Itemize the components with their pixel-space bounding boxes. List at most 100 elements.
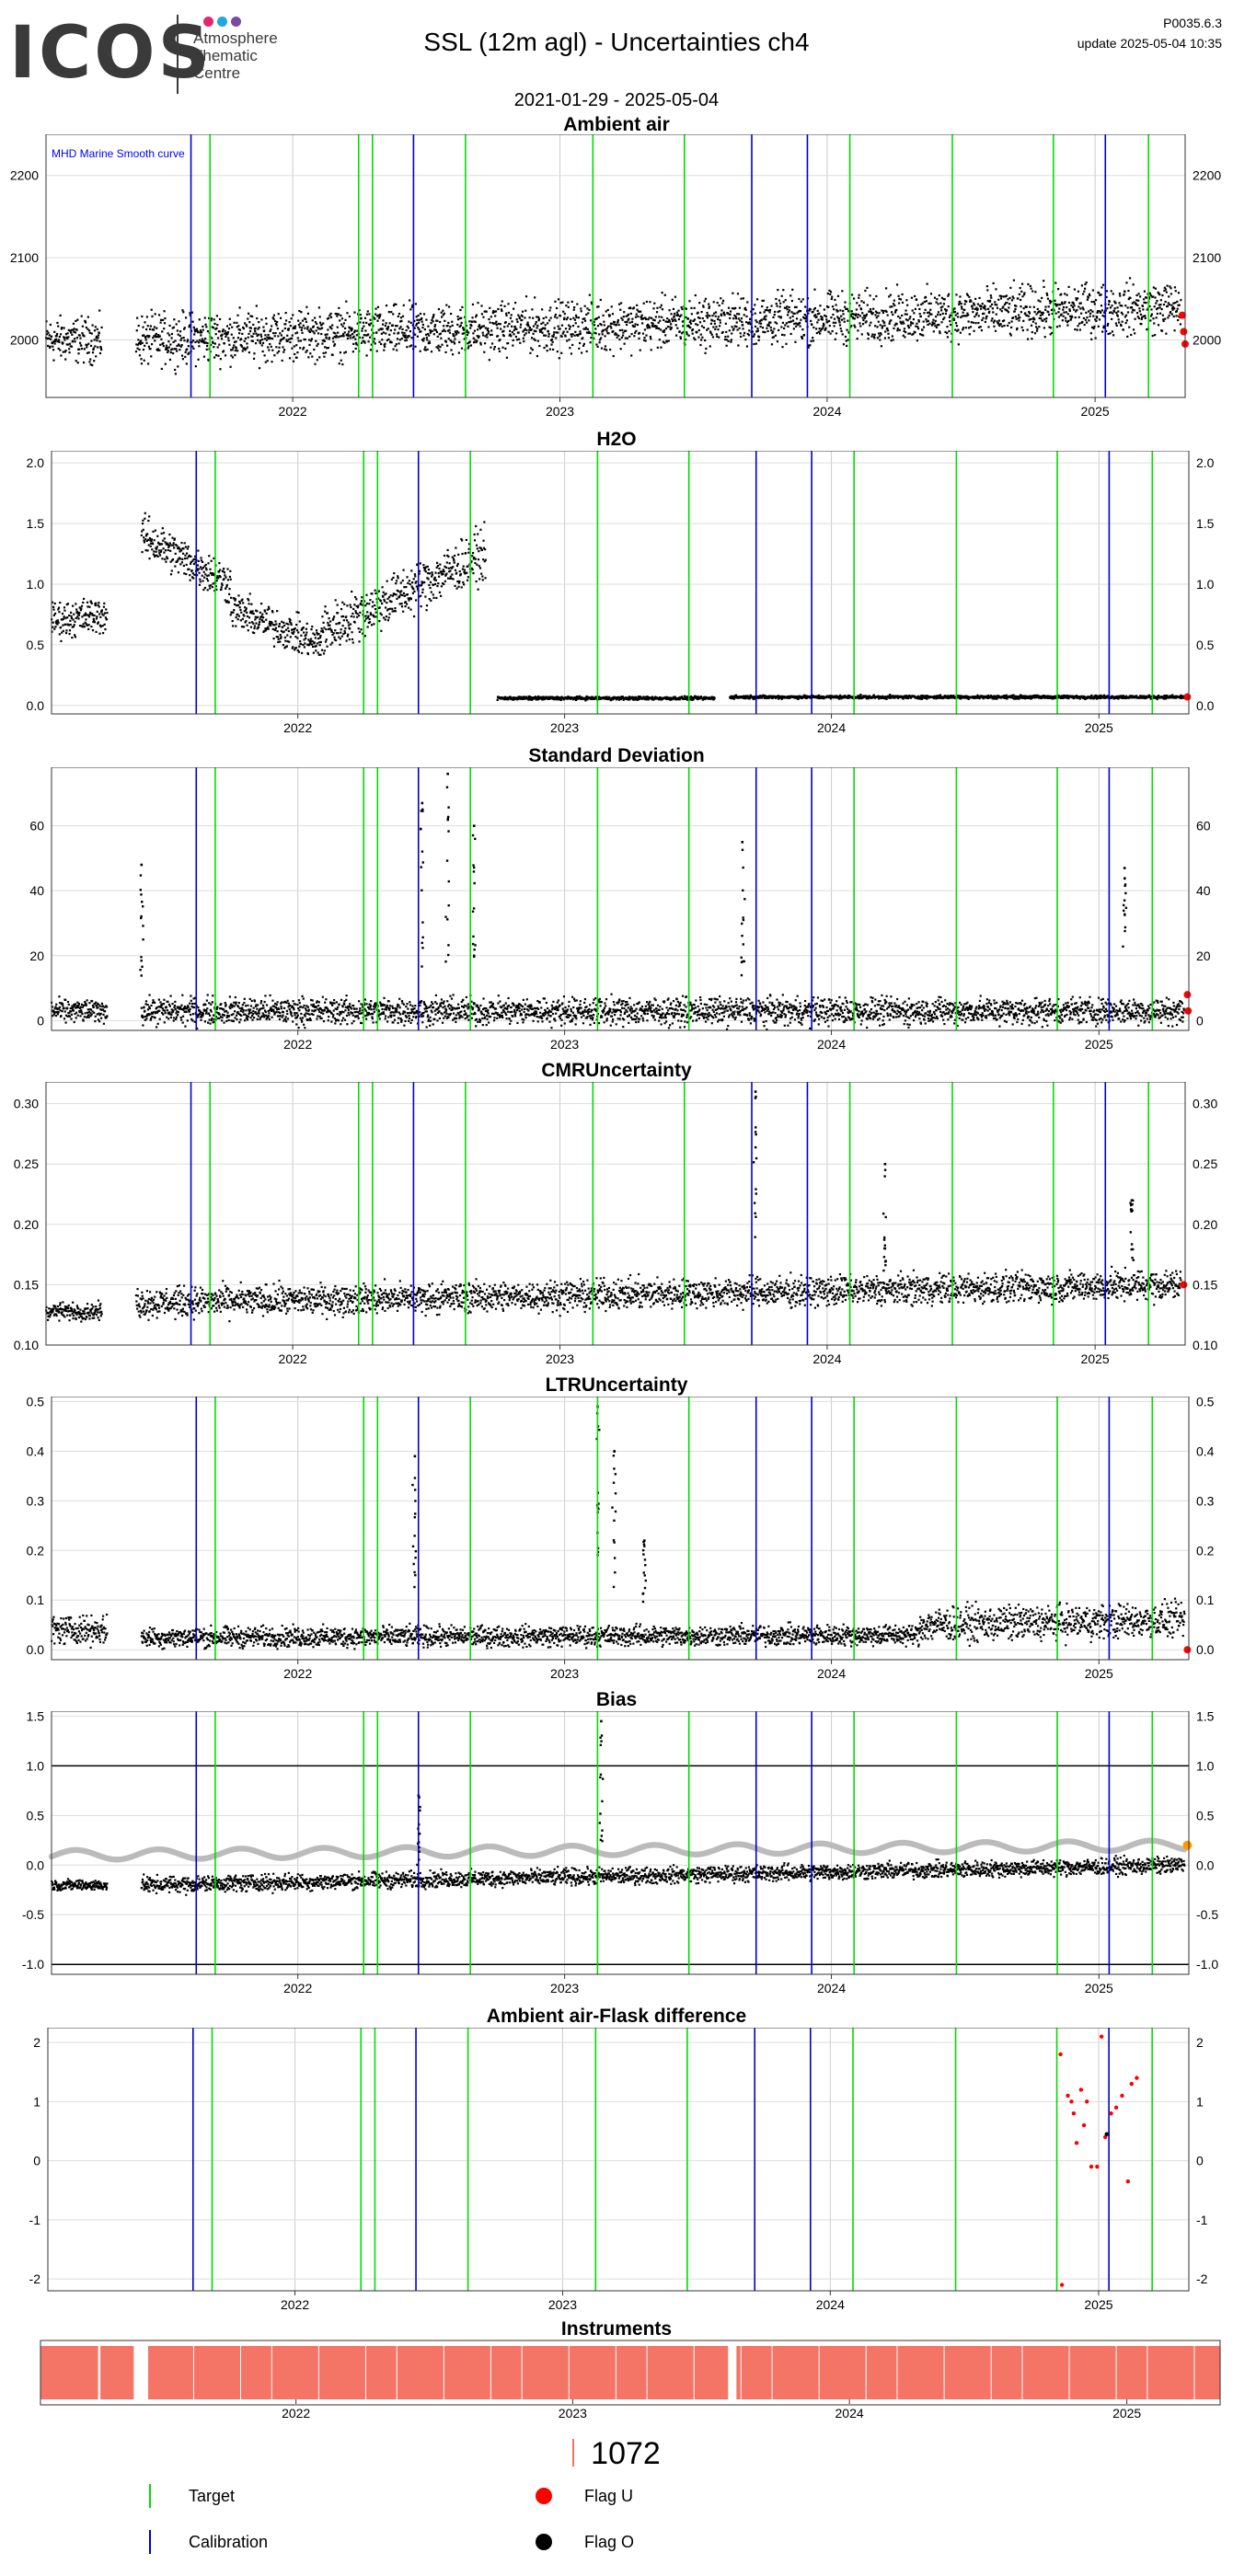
data-point [254, 342, 258, 345]
data-point [861, 316, 864, 319]
data-point [716, 317, 720, 321]
data-point [801, 298, 804, 301]
data-point [271, 610, 274, 613]
data-point [587, 330, 591, 333]
data-point [690, 313, 693, 316]
data-point [1092, 315, 1095, 317]
data-point [912, 332, 915, 336]
data-point [447, 305, 451, 308]
data-point [306, 643, 309, 646]
data-point [219, 575, 222, 579]
data-point [908, 317, 911, 320]
data-point [824, 314, 826, 316]
data-point [938, 294, 940, 297]
data-point [905, 318, 908, 321]
data-point [251, 621, 254, 624]
data-point [100, 326, 103, 329]
data-point [838, 324, 842, 327]
data-point [772, 696, 775, 699]
data-point [895, 283, 899, 286]
data-point [247, 312, 250, 315]
data-point [432, 314, 435, 316]
data-point [865, 315, 868, 317]
data-point [502, 334, 505, 338]
data-point [1073, 308, 1076, 311]
data-point [467, 331, 470, 334]
data-point [583, 305, 586, 307]
data-point [174, 565, 177, 568]
data-point [772, 316, 775, 319]
data-point [1105, 290, 1109, 293]
data-point [182, 336, 185, 339]
data-point [1117, 321, 1121, 324]
data-point [224, 332, 226, 335]
data-point [513, 325, 516, 328]
data-point [977, 321, 980, 325]
data-point [534, 339, 536, 341]
data-point [936, 298, 939, 301]
data-point [351, 328, 353, 330]
data-point [767, 323, 770, 326]
data-point [458, 569, 461, 573]
data-point [304, 327, 306, 329]
data-point [549, 306, 552, 309]
data-point [997, 321, 999, 325]
data-point [415, 316, 418, 318]
data-point [331, 618, 335, 621]
data-point [479, 528, 482, 531]
data-point [786, 314, 789, 316]
data-point [241, 598, 244, 601]
data-point [274, 322, 278, 326]
data-point [382, 331, 385, 334]
data-point [1102, 325, 1105, 328]
data-point [210, 572, 213, 575]
data-point [781, 346, 784, 349]
data-point [1114, 302, 1117, 305]
y-tick-label-right: 1.0 [1196, 577, 1215, 592]
data-point [426, 577, 429, 580]
data-point [427, 568, 431, 571]
data-point [377, 597, 380, 600]
data-point [761, 696, 764, 699]
data-point [870, 310, 872, 313]
data-point [1069, 315, 1072, 317]
data-point [562, 696, 565, 699]
data-point [780, 697, 783, 700]
data-point [804, 320, 808, 323]
data-point [407, 327, 410, 329]
data-point [317, 632, 320, 636]
data-point [969, 300, 972, 303]
data-point [573, 306, 576, 309]
data-point [875, 316, 878, 319]
data-point [191, 559, 194, 562]
data-point [527, 325, 530, 328]
data-point [729, 316, 732, 319]
data-point [363, 341, 366, 344]
data-point [255, 305, 258, 307]
data-point [1123, 293, 1125, 296]
data-point [1072, 301, 1075, 305]
data-point [253, 625, 257, 627]
data-point [690, 696, 693, 699]
data-point [415, 585, 418, 588]
data-point [1016, 328, 1019, 331]
data-point [939, 314, 942, 316]
data-point [152, 328, 156, 331]
data-point [173, 537, 177, 540]
data-point [290, 317, 293, 320]
data-point [219, 569, 222, 571]
data-point [892, 303, 895, 305]
data-point [172, 542, 175, 545]
data-point [264, 361, 267, 363]
y-tick-label-right: 2000 [1193, 332, 1221, 347]
data-point [86, 346, 88, 349]
data-point [610, 327, 613, 329]
data-point [1037, 299, 1040, 302]
data-point [796, 312, 799, 315]
data-point [52, 349, 55, 351]
data-point [360, 316, 363, 319]
data-point [1088, 319, 1090, 322]
data-point [1023, 292, 1026, 294]
data-point [435, 346, 438, 349]
data-point [368, 617, 371, 621]
